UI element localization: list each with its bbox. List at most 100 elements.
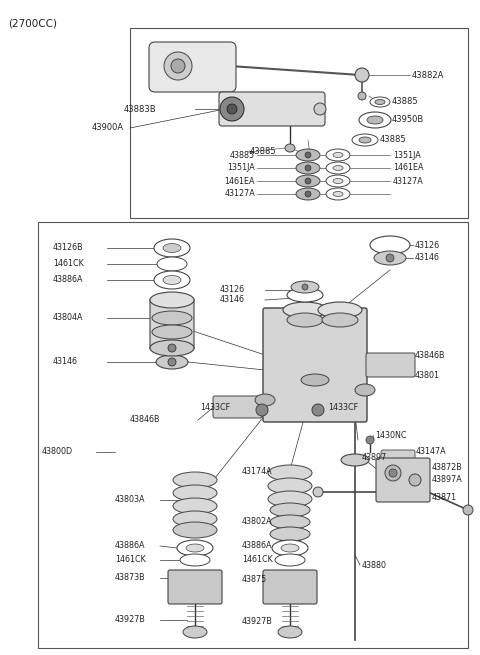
Ellipse shape — [173, 522, 217, 538]
Circle shape — [409, 474, 421, 486]
Text: 43871: 43871 — [432, 493, 457, 502]
Ellipse shape — [375, 100, 385, 105]
Ellipse shape — [333, 179, 343, 183]
Ellipse shape — [154, 239, 190, 257]
Ellipse shape — [326, 175, 350, 187]
Circle shape — [168, 358, 176, 366]
Ellipse shape — [359, 112, 391, 128]
Text: 1433CF: 1433CF — [328, 403, 358, 411]
Circle shape — [305, 191, 311, 197]
Text: 43127A: 43127A — [224, 189, 255, 198]
Text: 43127A: 43127A — [393, 176, 424, 185]
Bar — [130, 28, 468, 218]
Circle shape — [463, 505, 473, 515]
Ellipse shape — [163, 244, 181, 252]
Text: 1461CK: 1461CK — [115, 555, 146, 565]
Text: 43883B: 43883B — [124, 105, 156, 113]
Ellipse shape — [183, 626, 207, 638]
Text: 43950B: 43950B — [392, 115, 424, 124]
Ellipse shape — [318, 302, 362, 318]
Ellipse shape — [333, 153, 343, 157]
Text: 43174A: 43174A — [242, 468, 273, 476]
Ellipse shape — [296, 175, 320, 187]
Text: 43885: 43885 — [230, 151, 255, 160]
Ellipse shape — [272, 540, 308, 556]
Ellipse shape — [291, 281, 319, 293]
Text: 43927B: 43927B — [242, 618, 273, 626]
Text: 43846B: 43846B — [130, 415, 160, 424]
Ellipse shape — [270, 527, 310, 541]
Ellipse shape — [301, 374, 329, 386]
Ellipse shape — [268, 491, 312, 507]
Text: 43873B: 43873B — [115, 574, 145, 582]
Ellipse shape — [268, 478, 312, 494]
Circle shape — [312, 404, 324, 416]
FancyBboxPatch shape — [366, 353, 415, 377]
Circle shape — [314, 103, 326, 115]
Ellipse shape — [355, 384, 375, 396]
Text: 43872B: 43872B — [432, 464, 463, 472]
Text: 43147A: 43147A — [416, 447, 446, 457]
FancyBboxPatch shape — [150, 298, 194, 350]
Text: 1351JA: 1351JA — [227, 164, 255, 172]
FancyBboxPatch shape — [168, 570, 222, 604]
Ellipse shape — [173, 472, 217, 488]
Ellipse shape — [156, 355, 188, 369]
Text: 43146: 43146 — [220, 295, 245, 305]
Bar — [280, 510, 300, 540]
Bar — [38, 222, 468, 648]
Ellipse shape — [270, 515, 310, 529]
Text: 43800D: 43800D — [42, 447, 73, 457]
Ellipse shape — [163, 276, 181, 284]
FancyBboxPatch shape — [219, 92, 325, 126]
Text: 43885: 43885 — [392, 98, 419, 107]
Circle shape — [164, 52, 192, 80]
Ellipse shape — [352, 134, 378, 146]
Text: 43801: 43801 — [415, 371, 440, 379]
Text: 43146: 43146 — [53, 358, 78, 367]
Ellipse shape — [278, 626, 302, 638]
Text: 43897: 43897 — [362, 453, 387, 462]
Text: 43886A: 43886A — [242, 542, 273, 550]
Text: 1461EA: 1461EA — [225, 176, 255, 185]
Text: 43886A: 43886A — [115, 542, 145, 550]
Text: 1461CK: 1461CK — [53, 259, 84, 269]
FancyBboxPatch shape — [263, 308, 367, 422]
Circle shape — [366, 436, 374, 444]
Text: 43927B: 43927B — [115, 616, 146, 624]
Circle shape — [305, 178, 311, 184]
Text: 43900A: 43900A — [92, 124, 124, 132]
Text: 43875: 43875 — [242, 576, 267, 584]
Text: 43804A: 43804A — [53, 314, 84, 322]
Circle shape — [305, 165, 311, 171]
Ellipse shape — [173, 485, 217, 501]
FancyBboxPatch shape — [376, 458, 430, 502]
Circle shape — [256, 404, 268, 416]
Ellipse shape — [152, 325, 192, 339]
Ellipse shape — [270, 503, 310, 517]
Text: 1430NC: 1430NC — [375, 430, 407, 440]
Ellipse shape — [326, 188, 350, 200]
Ellipse shape — [152, 311, 192, 325]
Ellipse shape — [370, 236, 410, 254]
FancyBboxPatch shape — [263, 570, 317, 604]
Circle shape — [386, 254, 394, 262]
Ellipse shape — [359, 137, 371, 143]
Text: (2700CC): (2700CC) — [8, 18, 57, 28]
Circle shape — [171, 59, 185, 73]
Ellipse shape — [287, 288, 323, 302]
Ellipse shape — [150, 292, 194, 308]
Circle shape — [168, 344, 176, 352]
Text: 43803A: 43803A — [115, 495, 145, 504]
Text: 1461CK: 1461CK — [242, 555, 273, 565]
Circle shape — [389, 469, 397, 477]
Circle shape — [220, 97, 244, 121]
Ellipse shape — [296, 188, 320, 200]
Text: 43802A: 43802A — [242, 517, 273, 527]
Circle shape — [313, 487, 323, 497]
Ellipse shape — [275, 554, 305, 566]
Ellipse shape — [180, 554, 210, 566]
Text: 43885: 43885 — [250, 147, 276, 157]
Text: 43126: 43126 — [415, 240, 440, 250]
FancyBboxPatch shape — [381, 450, 415, 470]
